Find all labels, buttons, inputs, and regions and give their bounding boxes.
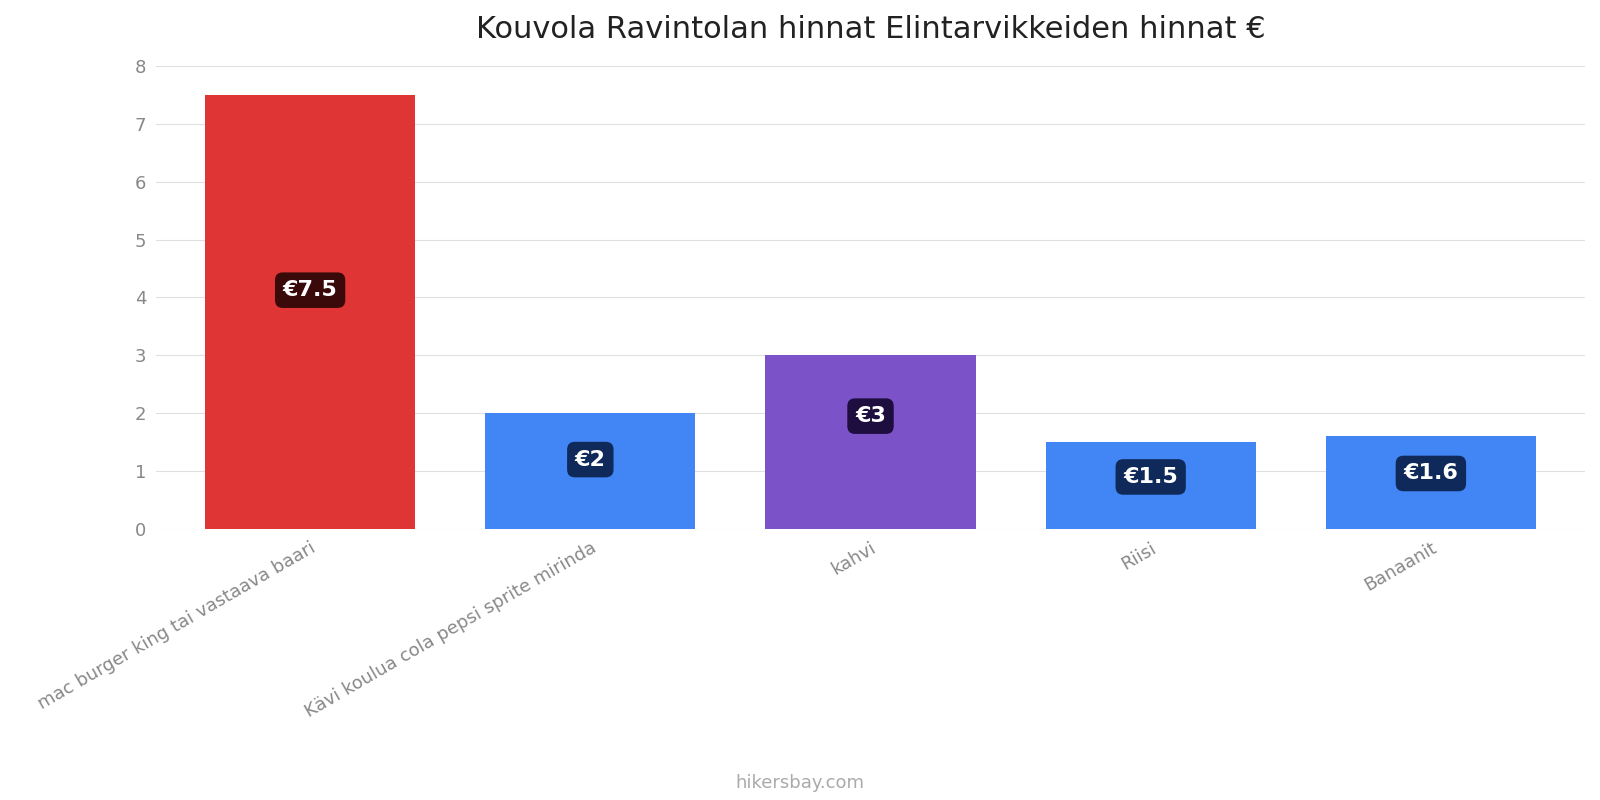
- Text: €3: €3: [854, 406, 886, 426]
- Title: Kouvola Ravintolan hinnat Elintarvikkeiden hinnat €: Kouvola Ravintolan hinnat Elintarvikkeid…: [475, 15, 1266, 44]
- Bar: [485, 414, 696, 529]
- Bar: [765, 355, 976, 529]
- Bar: [1046, 442, 1256, 529]
- Text: hikersbay.com: hikersbay.com: [736, 774, 864, 792]
- Bar: [205, 94, 414, 529]
- Text: €7.5: €7.5: [283, 280, 338, 300]
- Bar: [1326, 437, 1536, 529]
- Text: €1.6: €1.6: [1403, 463, 1458, 483]
- Text: €2: €2: [574, 450, 606, 470]
- Text: €1.5: €1.5: [1123, 467, 1178, 487]
